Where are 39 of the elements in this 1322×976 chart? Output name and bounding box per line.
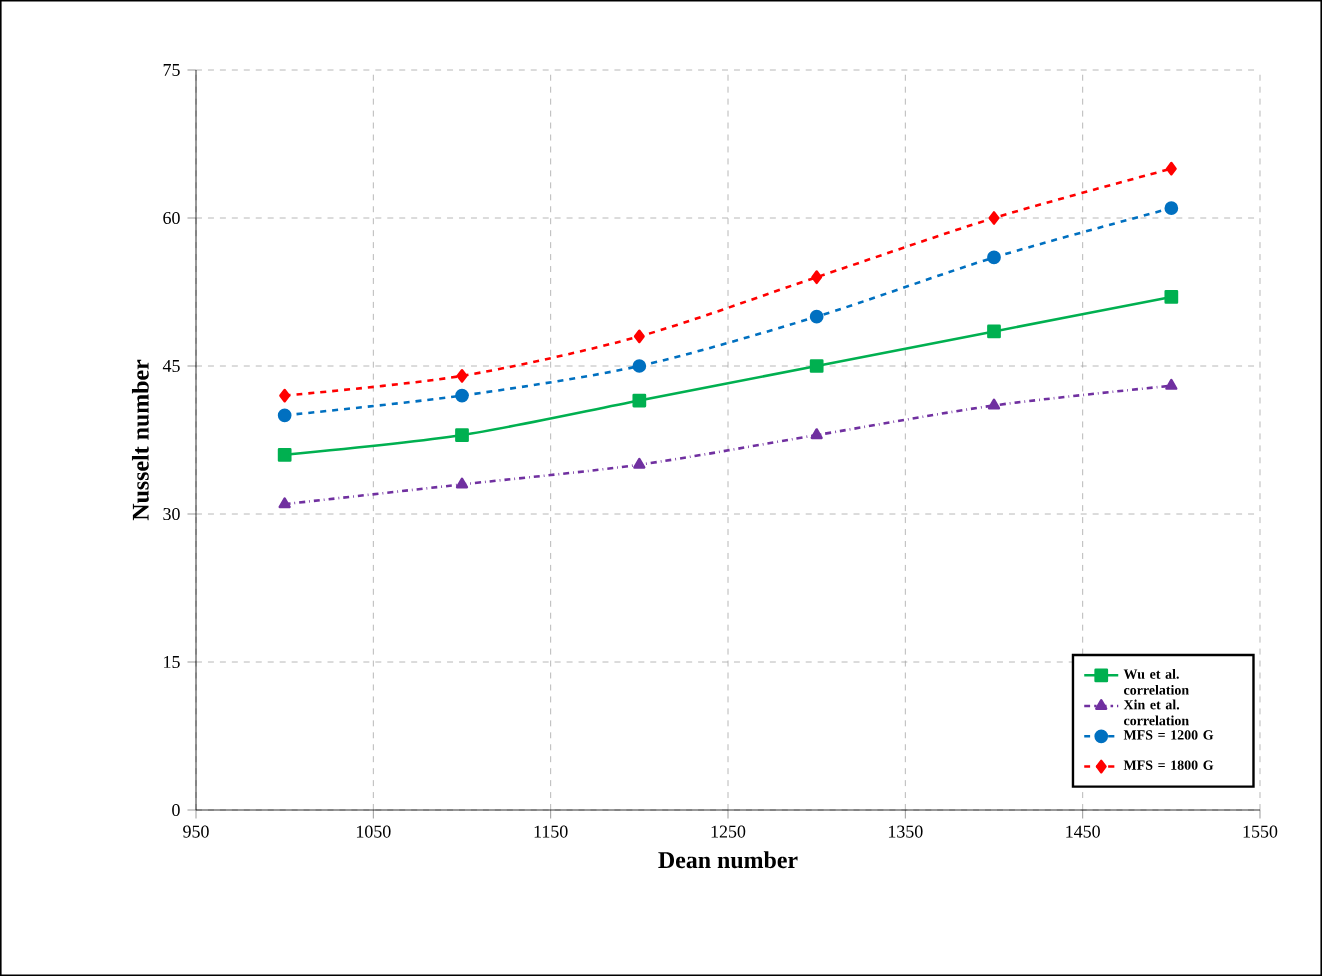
point [455,477,469,489]
y-tick-label: 75 [163,64,180,76]
point [809,359,824,373]
point [987,324,1001,339]
point [455,428,469,442]
point [1164,201,1179,216]
point [279,388,291,403]
point [632,393,647,408]
point [809,309,824,324]
x-tick-label: 1050 [356,825,391,838]
point [987,250,1001,265]
x-tick-label: 1350 [888,825,923,838]
x-tick-label: 1550 [1243,825,1278,838]
point [988,211,1000,225]
x-tick-label: 950 [183,825,209,838]
point [987,398,1001,410]
y-tick-label: 0 [172,803,180,817]
y-tick-label: 15 [164,655,180,669]
point [277,447,292,462]
x-tick-label: 1150 [534,825,568,838]
y-tick-label: 60 [163,211,180,225]
point [1164,290,1179,304]
point [633,457,646,469]
y-tick-label: 30 [163,507,180,521]
y-axis-title: Nusselt number [131,359,149,521]
point [633,329,645,344]
point [810,428,823,440]
point [278,497,291,509]
y-tick-label: 45 [162,360,180,372]
x-tick-label: 1450 [1066,825,1100,838]
x-tick-label: 1250 [711,825,746,838]
point [811,270,823,285]
point [456,368,468,383]
x-axis-title: Dean number [658,851,798,869]
point [632,359,647,373]
point [277,408,292,423]
point [1165,161,1177,176]
point [1165,378,1178,390]
point [455,388,469,403]
